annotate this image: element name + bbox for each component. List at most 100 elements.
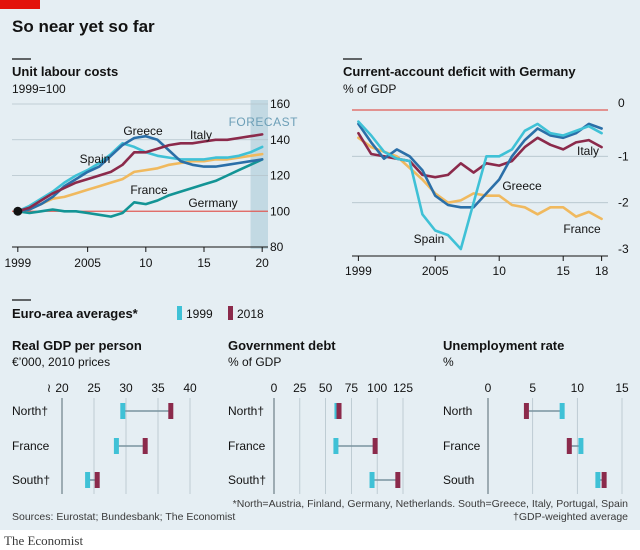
dot-tick-label: 100 — [367, 381, 387, 395]
series-label-greece: Greece — [123, 124, 163, 138]
dot-row-label: France — [12, 439, 50, 453]
series-line-spain — [357, 120, 603, 251]
series-label-greece: Greece — [502, 179, 542, 193]
dot-tick-label: 30 — [119, 381, 133, 395]
dot-row-label: North† — [12, 404, 48, 418]
y-tick-label: 160 — [270, 97, 290, 111]
series-label-france: France — [130, 183, 168, 197]
marker-1999 — [369, 472, 375, 488]
y-tick-label: 140 — [270, 133, 290, 147]
dot-panel-1: Real GDP per person €’000, 2010 prices 20 2… — [12, 338, 197, 494]
dot-panel-title: Unemployment rate — [443, 338, 564, 353]
legend-swatch-2018 — [228, 306, 233, 320]
series-line-spain — [16, 142, 264, 213]
y-tick-label: -3 — [618, 242, 629, 256]
chart-panel — [0, 0, 640, 530]
ca-subtitle: % of GDP — [343, 82, 396, 96]
dot-tick-label: 15 — [615, 381, 629, 395]
dot-row-label: South — [443, 473, 474, 487]
dot-panel-2: Government debt % of GDP 0 25 50 75 100 125 Nort… — [228, 338, 413, 494]
y-tick-label: 100 — [270, 204, 290, 218]
series-label-italy: Italy — [577, 144, 599, 158]
x-tick-label: 18 — [595, 264, 609, 278]
marker-1999 — [333, 438, 339, 454]
x-tick-label: 1999 — [345, 264, 372, 278]
marker-2018 — [94, 472, 100, 488]
dot-panel-unit: €’000, 2010 prices — [12, 355, 110, 369]
forecast-label: FORECAST — [229, 115, 299, 129]
main-title: So near yet so far — [12, 17, 155, 36]
legend-label-2018: 2018 — [237, 307, 264, 321]
dot-row-label: France — [228, 439, 266, 453]
legend-swatch-1999 — [177, 306, 182, 320]
marker-2018 — [142, 438, 148, 454]
dot-panel-title: Government debt — [228, 338, 336, 353]
y-tick-label: 80 — [270, 240, 284, 254]
brand-accent-bar — [0, 0, 40, 9]
dot-panel-title: Real GDP per person — [12, 338, 142, 353]
series-label-spain: Spain — [414, 232, 445, 246]
dot-tick-label: 50 — [319, 381, 333, 395]
origin-dot — [13, 206, 23, 216]
ulc-chart: FORECAST 80 100 120 140 160 1999 2005 10 15 20 Gree… — [4, 97, 299, 270]
dot-row-label: North† — [228, 404, 264, 418]
marker-2018 — [523, 403, 529, 419]
dot-tick-label: 25 — [293, 381, 307, 395]
x-tick-label: 10 — [139, 256, 153, 270]
marker-2018 — [336, 403, 342, 419]
x-tick-label: 10 — [493, 264, 507, 278]
marker-2018 — [395, 472, 401, 488]
ulc-title: Unit labour costs — [12, 64, 118, 79]
series-label-france: France — [563, 222, 601, 236]
legend-label-1999: 1999 — [186, 307, 213, 321]
series-label-spain: Spain — [80, 152, 111, 166]
dot-tick-label: 40 — [183, 381, 197, 395]
marker-2018 — [601, 472, 607, 488]
series-label-italy: Italy — [190, 128, 212, 142]
series-line-germany — [16, 158, 264, 218]
dot-charts: Real GDP per person €’000, 2010 prices 20 2… — [12, 338, 629, 494]
dot-tick-label: 5 — [529, 381, 536, 395]
dot-row-label: North — [443, 404, 472, 418]
dot-tick-label: 35 — [151, 381, 165, 395]
marker-1999 — [578, 438, 584, 454]
marker-1999 — [120, 403, 126, 419]
series-line-france — [16, 152, 264, 213]
footnote-definition: *North=Austria, Finland, Germany, Nether… — [233, 498, 628, 510]
marker-1999 — [595, 472, 601, 488]
y-tick-label: 120 — [270, 169, 290, 183]
marker-1999 — [559, 403, 565, 419]
y-tick-label: -1 — [618, 149, 629, 163]
dot-tick-label: 75 — [345, 381, 359, 395]
series-label-germany: Germany — [188, 196, 237, 210]
dot-row-label: South† — [12, 473, 50, 487]
ca-title: Current-account deficit with Germany — [343, 64, 576, 79]
x-tick-label: 15 — [197, 256, 211, 270]
marker-1999 — [113, 438, 119, 454]
dot-panel-unit: % — [443, 355, 454, 369]
x-tick-label: 1999 — [4, 256, 31, 270]
dot-tick-label: 20 — [55, 381, 69, 395]
dot-tick-label: 125 — [393, 381, 413, 395]
dot-tick-label: 0 — [485, 381, 492, 395]
x-tick-label: 2005 — [74, 256, 101, 270]
footnote-weighting: †GDP-weighted average — [513, 511, 628, 523]
sources-note: Sources: Eurostat; Bundesbank; The Econo… — [12, 511, 235, 523]
euro-area-title: Euro-area averages* — [12, 306, 139, 321]
marker-2018 — [168, 403, 174, 419]
dot-tick-label: 25 — [87, 381, 101, 395]
series-line-italy — [16, 133, 264, 213]
marker-2018 — [566, 438, 572, 454]
dot-panel-3: Unemployment rate% 0 5 10 15 North France South — [443, 338, 629, 494]
dot-panel-unit: % of GDP — [228, 355, 281, 369]
dot-tick-label: 0 — [271, 381, 278, 395]
x-tick-label: 15 — [557, 264, 571, 278]
dot-row-label: France — [443, 439, 481, 453]
marker-1999 — [85, 472, 91, 488]
y-tick-label: -2 — [618, 196, 629, 210]
series-line-greece — [357, 122, 603, 209]
ca-chart: 0 -1 -2 -3 1999 2005 10 15 18 Greece Spain France It… — [345, 96, 629, 278]
x-tick-label: 20 — [256, 256, 270, 270]
marker-2018 — [372, 438, 378, 454]
